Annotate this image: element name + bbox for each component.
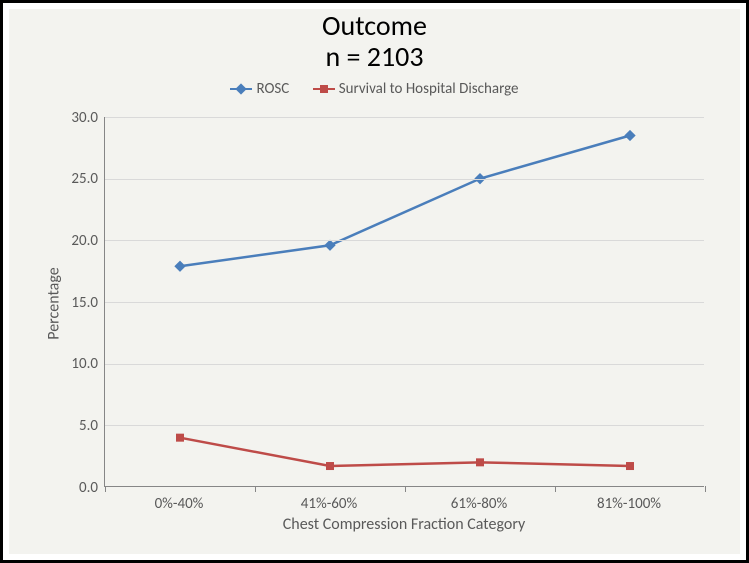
square-marker-icon [176, 434, 184, 442]
xtick-label: 81%-100% [554, 495, 704, 513]
chart-area: Percentage Chest Compression Fraction Ca… [9, 9, 740, 554]
gridline [105, 179, 704, 180]
x-tick-mark [405, 486, 406, 492]
square-marker-icon [626, 462, 634, 470]
xtick-label: 61%-80% [404, 495, 554, 513]
x-axis-label: Chest Compression Fraction Category [104, 515, 704, 534]
ytick-label: 15.0 [52, 294, 98, 312]
ytick-label: 25.0 [52, 170, 98, 188]
gridline [105, 425, 704, 426]
chart-outer-frame: Outcome n = 2103 ROSC Survival to Hospit… [0, 0, 749, 563]
ytick-label: 10.0 [52, 355, 98, 373]
x-tick-mark [255, 486, 256, 492]
gridline [105, 117, 704, 118]
diamond-marker-icon [174, 261, 185, 272]
x-tick-mark [555, 486, 556, 492]
ytick-label: 5.0 [52, 417, 98, 435]
xtick-label: 0%-40% [104, 495, 254, 513]
x-tick-mark [705, 486, 706, 492]
xtick-label: 41%-60% [254, 495, 404, 513]
series-line [180, 136, 630, 267]
square-marker-icon [326, 462, 334, 470]
plot-region [104, 117, 704, 487]
gridline [105, 240, 704, 241]
ytick-label: 30.0 [52, 109, 98, 127]
ytick-label: 0.0 [52, 479, 98, 497]
square-marker-icon [476, 458, 484, 466]
ytick-label: 20.0 [52, 232, 98, 250]
series-line [180, 438, 630, 466]
gridline [105, 364, 704, 365]
gridline [105, 302, 704, 303]
x-tick-mark [105, 486, 106, 492]
diamond-marker-icon [624, 130, 635, 141]
chart-panel: Outcome n = 2103 ROSC Survival to Hospit… [9, 9, 740, 554]
